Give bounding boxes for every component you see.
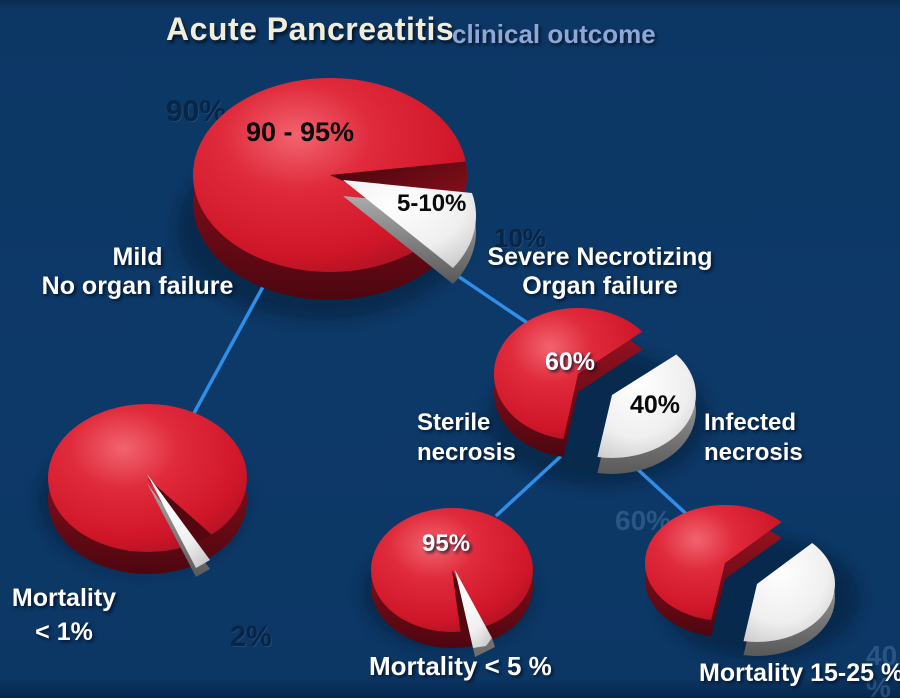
caption-mortality-mild-line1: Mortality bbox=[11, 584, 117, 612]
pie-infected-white-slice bbox=[743, 543, 835, 642]
pie-mild-mortality bbox=[48, 404, 247, 577]
pie-infected-mortality bbox=[644, 504, 835, 656]
watermark-2: 2% bbox=[230, 621, 272, 653]
branch-label-infected: Infected necrosis bbox=[704, 408, 803, 468]
pie-sterile-sliver-depth bbox=[473, 638, 495, 657]
caption-mortality-sterile: Mortality < 5 % bbox=[369, 651, 552, 681]
caption-mortality-infected: Mortality 15-25 % bbox=[699, 659, 900, 687]
connector-infected bbox=[632, 464, 696, 523]
page-title: Acute Pancreatitis bbox=[166, 11, 455, 47]
watermark-10: 10% bbox=[494, 223, 547, 253]
branch-label-severe-line2: Organ failure bbox=[522, 272, 678, 300]
pie-mild-notch bbox=[147, 478, 212, 544]
branch-label-mild-line2: No organ failure bbox=[41, 272, 234, 300]
branch-label-sterile-line2: necrosis bbox=[417, 439, 516, 466]
split-white-value-label: 40% bbox=[630, 391, 681, 419]
pie-mild-sliver bbox=[147, 474, 210, 568]
branch-label-sterile-line1: Sterile bbox=[417, 409, 491, 436]
branch-label-severe-line1: Severe Necrotizing bbox=[487, 243, 713, 271]
sterile-red-value-label: 95% bbox=[422, 530, 471, 557]
connector-mild bbox=[191, 281, 267, 417]
split-red-value-label: 60% bbox=[545, 348, 596, 376]
branch-label-infected-line1: Infected bbox=[704, 409, 797, 436]
page-subtitle: clinical outcome bbox=[452, 19, 656, 49]
pie-overall-white-slice bbox=[343, 180, 477, 268]
branch-label-mild-line1: Mild bbox=[112, 243, 163, 271]
pie-sterile-sliver bbox=[455, 570, 492, 648]
pie-infected-red-slice bbox=[644, 504, 782, 621]
watermark-40: 40 % bbox=[866, 640, 898, 698]
pie-split-white-slice bbox=[597, 354, 696, 458]
pie-severe-split bbox=[493, 307, 696, 474]
pie-sterile-mortality bbox=[371, 508, 533, 657]
overall-red-value-label: 90 - 95% bbox=[246, 117, 355, 147]
branch-label-severe: Severe Necrotizing Organ failure bbox=[478, 243, 722, 301]
pie-split-red-slice bbox=[493, 307, 643, 439]
overall-white-value-label: 5-10% bbox=[397, 190, 467, 217]
connector-sterile bbox=[495, 455, 562, 517]
pie-overall bbox=[193, 78, 477, 300]
branch-label-infected-line2: necrosis bbox=[704, 439, 803, 466]
branch-label-sterile: Sterile necrosis bbox=[417, 408, 516, 468]
caption-mortality-mild: Mortality < 1% bbox=[0, 581, 128, 649]
caption-mortality-mild-line2: < 1% bbox=[35, 618, 93, 646]
branch-label-mild: Mild No organ failure bbox=[35, 243, 240, 301]
